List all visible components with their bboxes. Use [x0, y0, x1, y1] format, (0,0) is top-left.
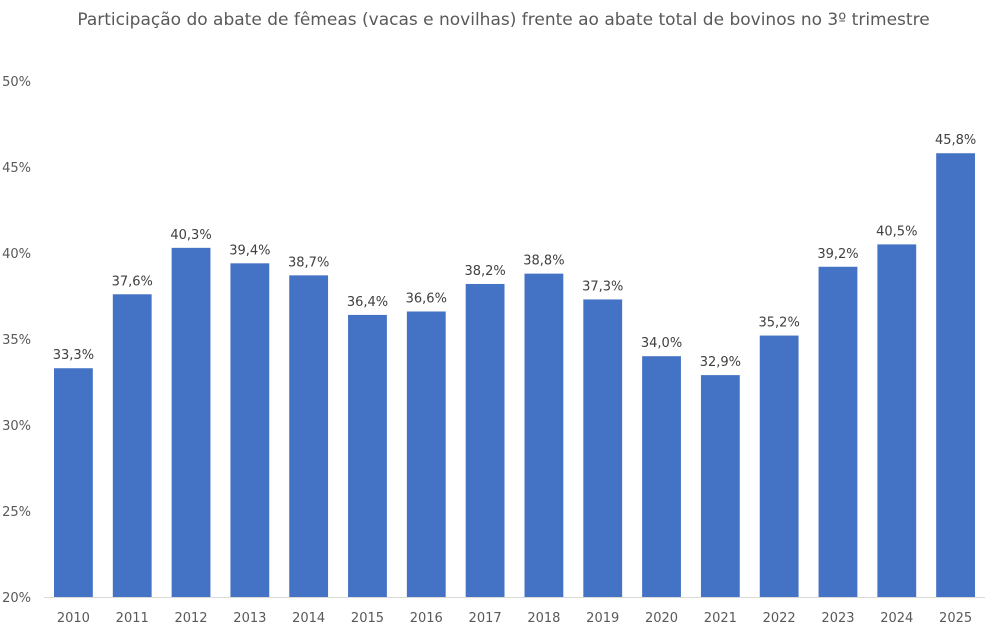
x-tick-label-2011: 2011	[116, 611, 149, 626]
x-tick-label-2024: 2024	[880, 611, 913, 626]
data-label-2023: 39,2%	[817, 247, 858, 262]
x-tick-label-2018: 2018	[527, 611, 560, 626]
data-label-2013: 39,4%	[229, 243, 270, 258]
data-label-2018: 38,8%	[523, 254, 564, 269]
y-tick-label: 50%	[2, 75, 31, 90]
bar-2020	[642, 356, 681, 597]
data-label-2011: 37,6%	[112, 274, 153, 289]
bar-2015	[348, 314, 387, 597]
data-label-2016: 36,6%	[406, 291, 447, 306]
bar-2021	[700, 375, 740, 597]
bar-2010	[53, 368, 93, 597]
bar-2017	[465, 283, 505, 597]
data-label-2025: 45,8%	[935, 133, 976, 148]
chart-title: Participação do abate de fêmeas (vacas e…	[77, 10, 930, 30]
y-tick-label: 40%	[2, 247, 31, 262]
x-tick-label-2021: 2021	[704, 611, 737, 626]
data-label-2014: 38,7%	[288, 255, 329, 270]
x-tick-label-2025: 2025	[939, 611, 972, 626]
x-tick-label-2017: 2017	[469, 611, 502, 626]
data-labels-group: 33,3% 37,6% 40,3% 39,4% 38,7% 36,4% 36,6% 38,2%…	[53, 133, 977, 370]
bar-2024	[877, 244, 917, 597]
bar-2019	[583, 299, 623, 597]
bar-2022	[759, 335, 799, 597]
bar-2025	[936, 153, 976, 598]
data-label-2021: 32,9%	[700, 355, 741, 370]
data-label-2012: 40,3%	[170, 228, 211, 243]
x-tick-label-2013: 2013	[233, 611, 266, 626]
data-label-2020: 34,0%	[641, 336, 682, 351]
bar-2018	[524, 273, 564, 597]
data-label-2024: 40,5%	[876, 224, 917, 239]
bars-group	[53, 153, 976, 598]
x-tick-label-2016: 2016	[410, 611, 443, 626]
x-tick-label-2015: 2015	[351, 611, 384, 626]
y-tick-label: 45%	[2, 161, 31, 176]
bar-2016	[406, 311, 446, 597]
y-tick-label: 35%	[2, 333, 31, 348]
y-tick-label: 30%	[2, 419, 31, 434]
y-tick-label: 20%	[2, 591, 31, 606]
x-tick-label-2019: 2019	[586, 611, 619, 626]
bar-2013	[230, 263, 270, 597]
x-tick-label-2022: 2022	[763, 611, 796, 626]
bar-2011	[112, 294, 152, 597]
x-tick-label-2014: 2014	[292, 611, 325, 626]
x-axis: 2010 2011 2012 2013 2014 2015 2016 2017 2018 2019…	[44, 597, 985, 626]
x-tick-label-2012: 2012	[174, 611, 207, 626]
y-tick-label: 25%	[2, 505, 31, 520]
x-tick-label-2023: 2023	[821, 611, 854, 626]
data-label-2019: 37,3%	[582, 279, 623, 294]
bar-2012	[171, 247, 211, 597]
y-axis: 20% 25% 30% 35% 40% 45% 50%	[2, 75, 31, 606]
data-label-2022: 35,2%	[759, 316, 800, 331]
data-label-2015: 36,4%	[347, 295, 388, 310]
bar-2023	[818, 266, 858, 597]
bar-2014	[289, 275, 329, 597]
x-tick-label-2020: 2020	[645, 611, 678, 626]
x-tick-label-2010: 2010	[57, 611, 90, 626]
data-label-2017: 38,2%	[464, 264, 505, 279]
data-label-2010: 33,3%	[53, 348, 94, 363]
